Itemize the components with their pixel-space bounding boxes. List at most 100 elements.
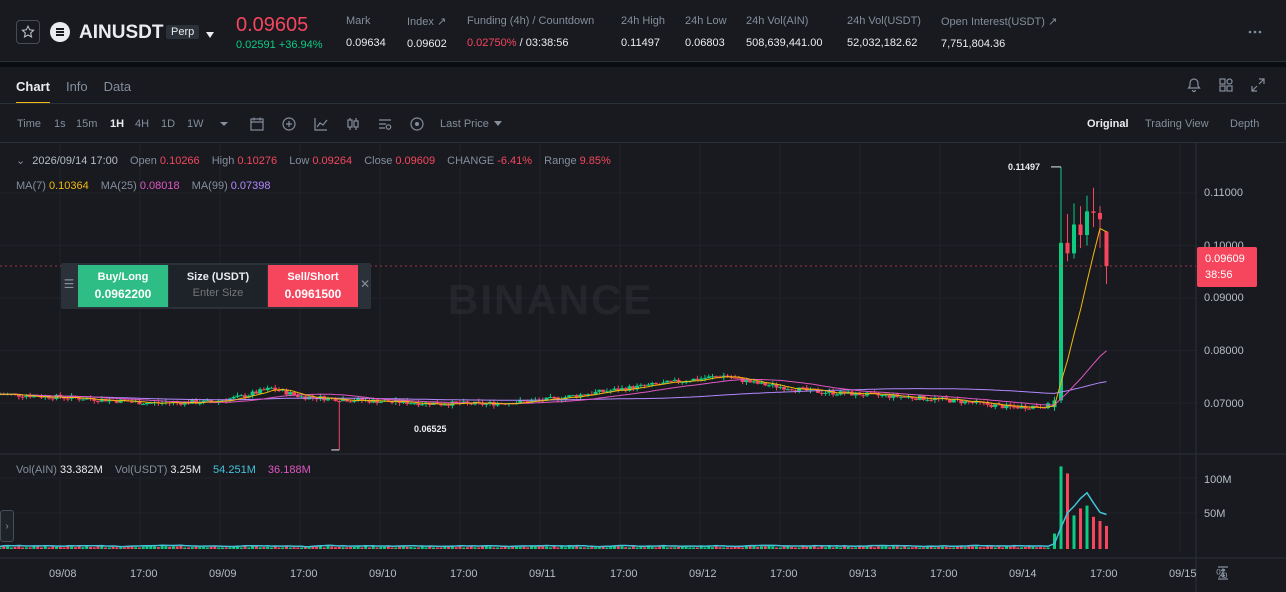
volume-bar [251,546,255,549]
volume-bar [119,547,123,549]
volume-bar [130,545,134,549]
percent-scale-icon[interactable]: % [1216,566,1228,581]
volume-bar [511,546,515,549]
volume-bar [496,547,500,549]
volume-bar [70,546,74,549]
volume-bar [563,547,567,549]
interval-time[interactable]: Time [17,118,42,130]
volume-bar [375,547,379,549]
volume-bar [39,547,43,549]
view-original[interactable]: Original [1087,118,1129,130]
view-trading-view[interactable]: Trading View [1145,118,1209,130]
candle-body [831,390,836,395]
candle-body [872,392,877,394]
interval-1w[interactable]: 1W [187,118,204,130]
volume-legend: Vol(AIN) 33.382M Vol(USDT) 3.25M 54.251M 3… [16,464,311,476]
volume-bar [439,547,443,549]
layout-grid-icon[interactable] [1218,77,1234,98]
symbol-dropdown-icon[interactable] [205,26,215,44]
expand-drawer-icon[interactable]: › [0,510,14,542]
x-tick: 17:00 [290,568,318,580]
drag-handle-icon[interactable]: ☰ [63,277,75,291]
tab-data[interactable]: Data [103,79,132,94]
volume-bar [643,547,647,549]
expand-icon[interactable] [1250,77,1266,98]
interval-1s[interactable]: 1s [54,118,66,130]
buy-long-button[interactable]: Buy/Long 0.0962200 [78,265,168,307]
volume-bar [601,546,605,549]
volume-bar [695,547,699,549]
candle-body [702,378,707,380]
price-display-icon[interactable] [409,116,425,132]
calendar-icon[interactable] [249,116,265,132]
indicators-chart-icon[interactable] [313,116,329,132]
volume-bar [179,545,183,549]
price-type-select[interactable]: Last Price [440,118,502,130]
volume-bar [318,546,322,549]
volume-bar [631,546,635,549]
volume-bar [556,547,560,549]
candlestick-chart[interactable]: BINANCE ⌄ 2026/09/14 17:00 Open 0.10266 H… [0,143,1286,592]
interval-1d[interactable]: 1D [161,118,176,130]
candle-style-icon[interactable] [345,116,361,132]
tab-chart[interactable]: Chart [16,79,50,104]
candle-body [525,400,530,403]
candle-body [985,402,990,405]
candle-body [612,388,617,391]
tab-info[interactable]: Info [65,79,88,94]
interval-dropdown-icon[interactable] [218,117,234,133]
candle-body [861,395,866,397]
candle-body [759,382,764,384]
candle-body [412,403,417,405]
volume-bar [688,547,692,549]
legend-collapse-icon[interactable]: ⌄ [16,155,26,167]
volume-bar [73,547,77,549]
volume-bar [710,547,714,549]
volume-bar [62,547,66,549]
volume-bar [409,547,413,549]
volume-bar [744,546,748,549]
volume-bar [356,546,360,549]
candle-body [951,398,956,403]
sell-short-button[interactable]: Sell/Short 0.0961500 [268,265,358,307]
y-tick: 0.11000 [1204,187,1243,199]
chart-settings-icon[interactable] [377,116,393,132]
candle-body [439,404,444,406]
candle-body [578,394,583,398]
candle-body [77,397,82,400]
volume-bar [609,546,613,549]
close-icon[interactable]: ✕ [359,277,371,291]
view-depth[interactable]: Depth [1230,118,1260,130]
volume-bar [477,547,481,549]
add-indicator-icon[interactable] [281,116,297,132]
symbol-name[interactable]: AINUSDT [79,22,164,43]
candle-body [635,385,640,390]
volume-bar [959,545,963,549]
more-options-icon[interactable] [1244,22,1266,42]
stat-index[interactable]: Index ↗ 0.09602 [407,16,447,50]
volume-bar [1035,547,1039,549]
candle-body [39,396,44,398]
ma99-line [0,381,1107,401]
volume-bar [842,546,846,549]
volume-bar [168,546,172,549]
volume-bar [6,546,10,549]
stat-open-interest[interactable]: Open Interest(USDT) ↗ 7,751,804.36 [941,16,1058,50]
candle-body [718,376,723,378]
interval-1h[interactable]: 1H [110,118,125,130]
candle-body [785,389,790,391]
candle-body [574,395,579,398]
size-input[interactable] [176,287,260,299]
interval-15m[interactable]: 15m [76,118,98,130]
volume-bar [420,546,424,549]
volume-bar [447,546,451,549]
candle-body [261,389,266,391]
alert-bell-icon[interactable] [1186,77,1202,98]
candle-body [914,398,919,400]
volume-bar [254,546,258,549]
interval-4h[interactable]: 4H [135,118,150,130]
favorite-star-icon[interactable] [16,20,40,44]
price-volume-plot[interactable] [0,143,1286,592]
axis-controls: % [1216,566,1242,581]
volume-bar [827,545,831,549]
